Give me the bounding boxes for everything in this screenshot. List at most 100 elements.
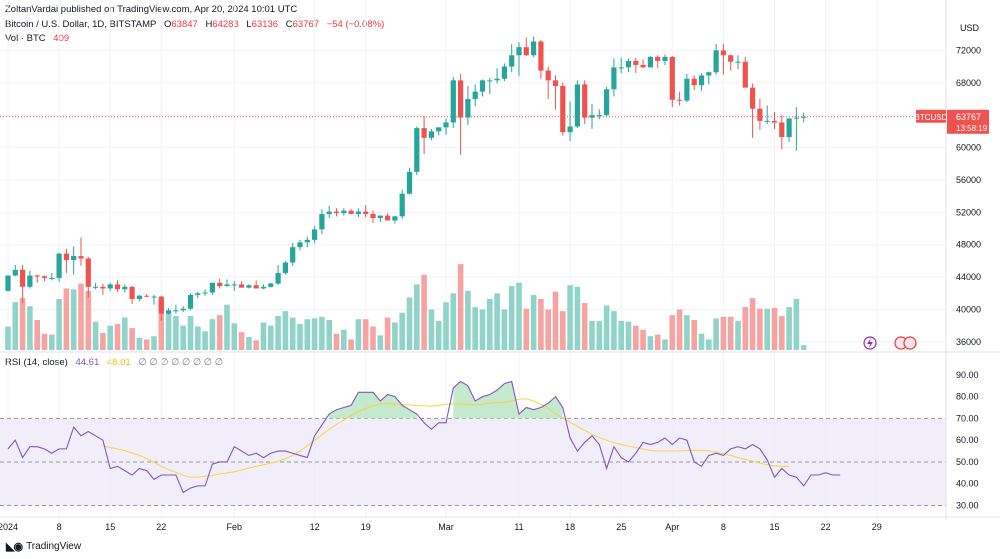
candle-body xyxy=(224,284,230,287)
candle-body xyxy=(100,286,106,289)
candle-body xyxy=(319,213,325,230)
volume-bar xyxy=(238,332,245,350)
rsi-band xyxy=(0,417,946,506)
volume-bar xyxy=(341,329,347,350)
published-text: ZoltanVardai published on TradingView.co… xyxy=(5,4,298,15)
candle-body xyxy=(71,256,77,261)
volume-bar xyxy=(333,333,340,350)
rsi-tick-label: 80.00 xyxy=(956,392,979,402)
rsi-value: 44.61 xyxy=(75,357,100,368)
volume-bar xyxy=(63,288,70,350)
candle-body xyxy=(41,276,48,278)
candle-body xyxy=(107,284,113,289)
candle-body xyxy=(472,91,478,99)
candle-body xyxy=(728,55,734,62)
candle-body xyxy=(5,275,11,291)
volume-bar xyxy=(560,311,566,350)
tradingview-logo-icon: ◣◉ xyxy=(6,541,23,553)
volume-bar xyxy=(508,286,515,350)
volume-bar xyxy=(581,303,588,350)
candle-body xyxy=(202,292,208,294)
volume-legend: Vol · BTC 409 xyxy=(5,33,69,44)
price-tick-label: 44000 xyxy=(956,272,981,282)
time-tick-label: Feb xyxy=(227,522,243,532)
symbol-title[interactable]: Bitcoin / U.S. Dollar, 1D, BITSTAMP xyxy=(5,19,157,30)
candle-body xyxy=(662,56,668,61)
volume-bar xyxy=(749,298,756,350)
candle-body xyxy=(428,131,434,138)
axes: USD 36000 40000 44000 48000 52000 56000 60000 64… xyxy=(0,0,1000,532)
volume-bar xyxy=(786,307,792,350)
rsi-lines xyxy=(7,380,841,494)
candle-body xyxy=(12,269,18,276)
volume-bar xyxy=(27,306,33,350)
volume-bar xyxy=(224,304,230,350)
volume-bar xyxy=(727,316,734,350)
candle-body xyxy=(720,50,726,56)
volume-label[interactable]: Vol · BTC xyxy=(5,33,46,44)
candle-body xyxy=(78,256,84,259)
volume-bar xyxy=(348,339,354,350)
symbol-tag-text: BTCUSD xyxy=(915,113,948,122)
low-value: 63136 xyxy=(251,19,279,30)
volume-bar xyxy=(647,336,654,350)
price-tag-bg xyxy=(947,109,989,134)
close-value: 63767 xyxy=(292,19,320,30)
time-tick-label: 22 xyxy=(156,522,166,532)
rsi-label[interactable]: RSI (14, close) xyxy=(5,357,68,368)
time-tick-label: 12 xyxy=(310,522,320,532)
volume-bar xyxy=(136,337,143,350)
candle-body xyxy=(479,80,486,92)
candle-body xyxy=(742,61,748,88)
rsi-extra-values: ∅ ∅ ∅ ∅ ∅ ∅ ∅ ∅ xyxy=(138,357,223,368)
candle-body xyxy=(348,210,354,214)
candle-body xyxy=(779,122,785,138)
candle-body xyxy=(260,286,267,289)
footer-brand-text: TradingView xyxy=(26,541,82,552)
candles xyxy=(5,36,807,321)
price-tag: BTCUSD 63767 13:58:19 xyxy=(0,109,989,134)
candle-body xyxy=(63,253,69,261)
candle-body xyxy=(239,284,245,288)
volume-bar xyxy=(552,291,559,350)
candle-body xyxy=(370,213,376,219)
price-tag-value: 63767 xyxy=(956,112,981,122)
volume-bar xyxy=(370,326,376,350)
candle-body xyxy=(195,293,201,295)
candle-body xyxy=(246,285,252,288)
candle-body xyxy=(509,55,515,67)
volume-bar xyxy=(78,283,84,350)
volume-bar xyxy=(713,318,719,350)
volume-value: 409 xyxy=(53,33,70,44)
volume-bar xyxy=(706,339,712,350)
candle-body xyxy=(275,273,281,284)
candle-body xyxy=(209,282,215,293)
volume-bar xyxy=(165,313,172,350)
volume-bar xyxy=(231,323,238,350)
candle-body xyxy=(684,78,690,101)
volume-bar xyxy=(443,302,449,350)
candle-body xyxy=(771,120,778,123)
volume-bar xyxy=(691,320,697,350)
volume-bar xyxy=(275,315,281,350)
candle-body xyxy=(757,108,763,121)
rsi-line xyxy=(7,380,841,494)
volume-bar xyxy=(574,286,581,350)
candle-body xyxy=(399,193,405,217)
candle-body xyxy=(268,283,274,287)
candle-body xyxy=(56,253,62,278)
candle-body xyxy=(786,118,792,138)
volume-bar xyxy=(41,333,48,350)
candle-body xyxy=(436,127,442,132)
footer-brand[interactable]: ◣◉ TradingView xyxy=(6,540,81,553)
candle-body xyxy=(574,84,580,127)
candle-body xyxy=(735,61,741,63)
volume-bar xyxy=(618,320,624,350)
volume-bar xyxy=(450,293,457,350)
candle-body xyxy=(487,80,493,82)
price-tick-label: 56000 xyxy=(956,175,981,185)
candle-body xyxy=(297,242,303,248)
volume-bars xyxy=(5,264,807,350)
price-tick-label: 48000 xyxy=(956,240,981,250)
